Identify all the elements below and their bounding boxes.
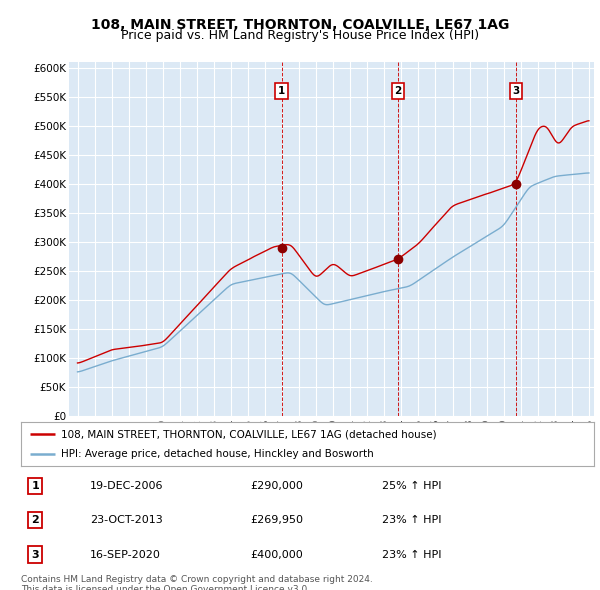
Text: 1: 1 [278,86,285,96]
Text: £400,000: £400,000 [250,550,303,559]
Text: HPI: Average price, detached house, Hinckley and Bosworth: HPI: Average price, detached house, Hinc… [61,449,374,458]
Text: 3: 3 [32,550,39,559]
Text: 2: 2 [31,516,39,525]
Text: 1: 1 [31,481,39,491]
Text: Price paid vs. HM Land Registry's House Price Index (HPI): Price paid vs. HM Land Registry's House … [121,30,479,42]
Text: 2: 2 [395,86,402,96]
Text: 23% ↑ HPI: 23% ↑ HPI [382,550,442,559]
Text: Contains HM Land Registry data © Crown copyright and database right 2024.
This d: Contains HM Land Registry data © Crown c… [21,575,373,590]
Text: 16-SEP-2020: 16-SEP-2020 [90,550,161,559]
Text: 23-OCT-2013: 23-OCT-2013 [90,516,163,525]
Text: 19-DEC-2006: 19-DEC-2006 [90,481,163,491]
Text: 108, MAIN STREET, THORNTON, COALVILLE, LE67 1AG (detached house): 108, MAIN STREET, THORNTON, COALVILLE, L… [61,430,437,439]
Text: 3: 3 [512,86,520,96]
Text: £290,000: £290,000 [250,481,303,491]
Text: 108, MAIN STREET, THORNTON, COALVILLE, LE67 1AG: 108, MAIN STREET, THORNTON, COALVILLE, L… [91,18,509,32]
Text: £269,950: £269,950 [250,516,303,525]
Text: 25% ↑ HPI: 25% ↑ HPI [382,481,442,491]
Text: 23% ↑ HPI: 23% ↑ HPI [382,516,442,525]
